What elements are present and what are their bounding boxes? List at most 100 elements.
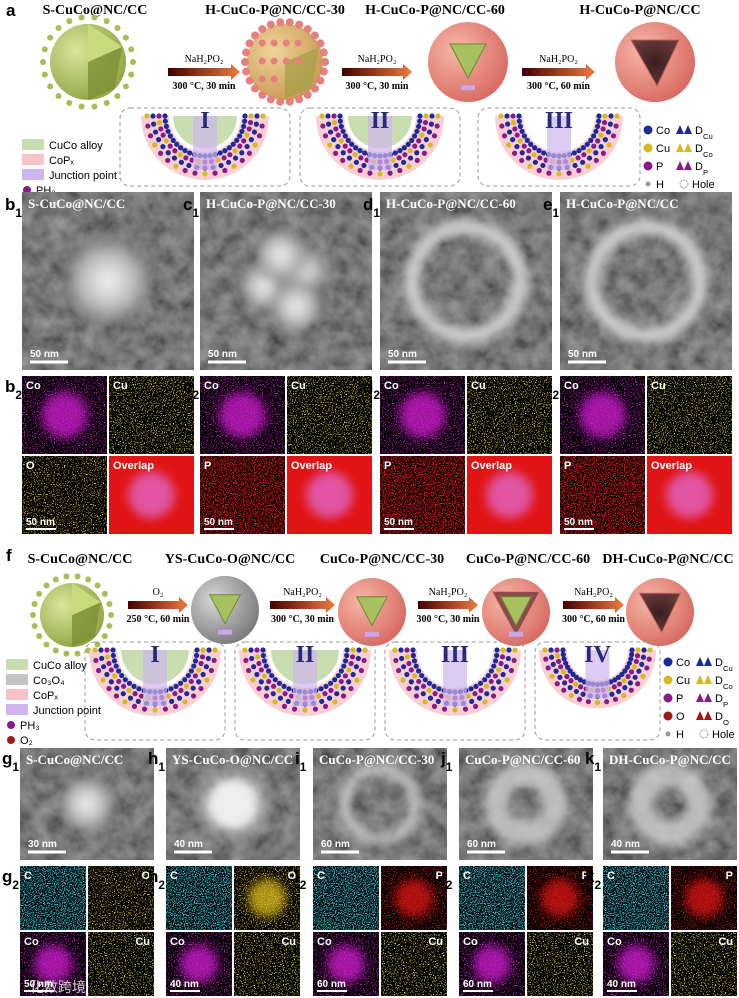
atom xyxy=(361,162,367,169)
text-part: i xyxy=(295,867,300,886)
atom xyxy=(334,691,340,697)
legend-label: DCo xyxy=(695,143,713,159)
particle-model xyxy=(338,578,406,646)
subscript: 2 xyxy=(158,878,165,892)
legend-label: PH₃ xyxy=(20,720,40,732)
atom xyxy=(510,137,516,143)
atom xyxy=(191,663,197,669)
atom xyxy=(596,118,602,124)
tem-particle xyxy=(195,766,271,842)
map-label: Co xyxy=(204,380,219,392)
atom xyxy=(398,647,404,653)
atom xyxy=(340,157,346,164)
atom xyxy=(152,129,159,135)
surface-dot xyxy=(106,601,113,608)
atom xyxy=(110,652,116,659)
atom xyxy=(338,678,344,685)
atom xyxy=(441,706,448,712)
reagent: NaH₂PO₂ xyxy=(429,587,468,598)
atom xyxy=(628,687,634,693)
legend-label: P xyxy=(676,693,683,705)
arrow xyxy=(522,64,595,80)
surface-dot xyxy=(101,633,108,640)
image-title: H-CuCo-P@NC/CC xyxy=(566,196,678,211)
scale-label: 60 nm xyxy=(463,979,492,990)
cop-dot xyxy=(295,20,304,29)
image-title: H-CuCo-P@NC/CC-30 xyxy=(206,196,336,211)
subscript: 2 xyxy=(12,878,19,892)
atom xyxy=(190,685,196,691)
map-label: Overlap xyxy=(651,460,692,472)
panel-label: d1 xyxy=(363,195,380,220)
atom xyxy=(192,673,198,679)
atom xyxy=(190,693,197,699)
atom xyxy=(426,680,433,686)
eds-signal xyxy=(109,376,194,454)
surface-dot xyxy=(52,647,59,654)
text-part: i xyxy=(295,749,300,768)
atom xyxy=(248,113,254,119)
atom xyxy=(472,703,479,709)
cop-dot xyxy=(270,57,278,65)
atom xyxy=(640,654,647,660)
atom xyxy=(270,683,277,689)
atom xyxy=(431,703,438,709)
atom xyxy=(640,673,646,679)
atom xyxy=(254,113,260,119)
surface-dot xyxy=(122,83,129,90)
atom xyxy=(113,663,119,669)
map-label: Overlap xyxy=(113,460,154,472)
atom xyxy=(332,699,338,705)
cop-dot xyxy=(303,25,312,34)
cop-dot xyxy=(258,90,267,99)
atom xyxy=(492,658,499,664)
eds-signal xyxy=(20,866,86,930)
defect-swatch xyxy=(676,125,684,134)
particle-model xyxy=(40,14,136,110)
atom xyxy=(514,132,520,138)
atom xyxy=(322,703,329,709)
surface-dot xyxy=(63,573,70,580)
map-label: P xyxy=(564,460,571,472)
atom xyxy=(338,123,344,129)
atom xyxy=(598,132,604,138)
atom xyxy=(611,684,617,690)
hole-swatch xyxy=(679,179,689,189)
atom xyxy=(498,685,504,692)
atom xyxy=(172,691,178,697)
surface-dot xyxy=(43,641,50,648)
shell-glow xyxy=(630,764,710,844)
eds-signal xyxy=(22,456,107,534)
atom xyxy=(261,658,268,664)
cop-dot xyxy=(295,95,304,104)
eds-signal xyxy=(560,456,645,534)
atom xyxy=(169,698,175,704)
atom xyxy=(320,123,326,129)
atom xyxy=(422,677,428,683)
defect-swatch xyxy=(704,675,712,684)
atom xyxy=(221,155,227,161)
map-label: Co xyxy=(463,936,478,948)
atom xyxy=(254,671,260,678)
tem-particle xyxy=(630,764,710,844)
atom xyxy=(468,686,474,692)
map-label: Co xyxy=(170,936,185,948)
atom xyxy=(318,686,324,692)
atom xyxy=(465,693,472,699)
atom xyxy=(593,157,599,164)
atom xyxy=(598,143,604,150)
map-label: O xyxy=(287,870,296,882)
text-part: D xyxy=(695,161,703,173)
subscript: P xyxy=(703,168,708,177)
text-part: g xyxy=(2,749,12,768)
text-part: k xyxy=(585,867,595,886)
cop-dot xyxy=(251,31,260,40)
text-part: D xyxy=(715,657,723,669)
atom xyxy=(646,656,652,662)
atom xyxy=(234,137,240,143)
surface-dot xyxy=(31,601,38,608)
condition: 300 °C, 60 min xyxy=(562,614,625,625)
atom xyxy=(527,163,533,169)
subscript: 1 xyxy=(446,760,453,774)
